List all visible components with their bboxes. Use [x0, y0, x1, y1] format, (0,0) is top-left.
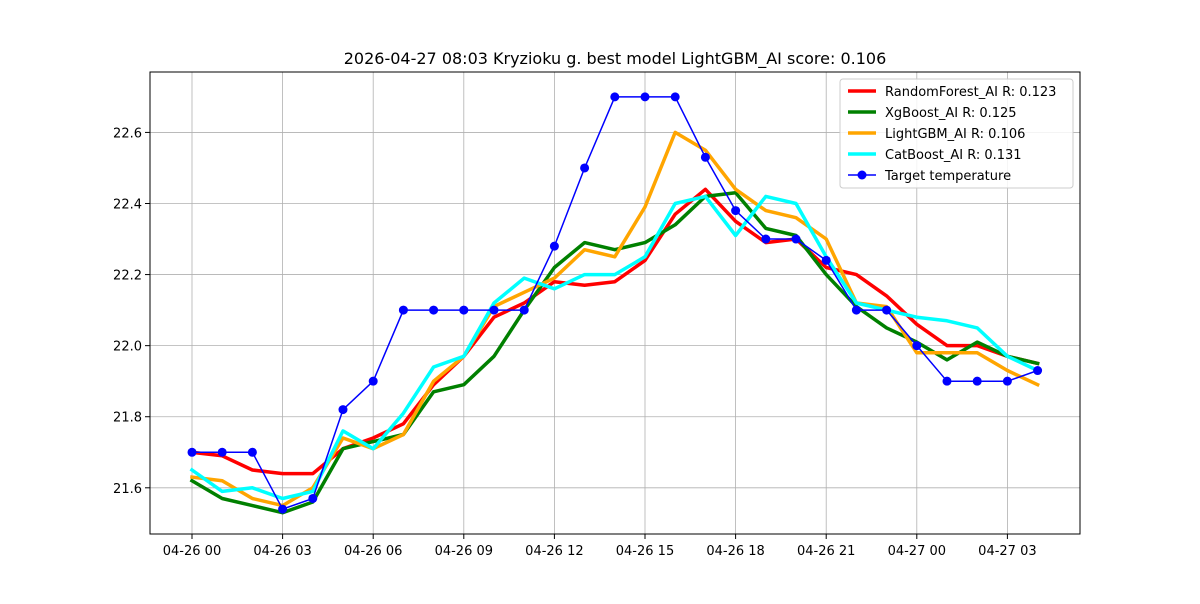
data-point — [882, 305, 892, 315]
axis-layer: 04-26 00 04-26 03 04-26 06 04-26 09 04-26 12… — [113, 126, 1037, 559]
y-tick-label: 22.4 — [113, 197, 142, 212]
data-point — [791, 234, 801, 244]
x-tick-label: 04-26 15 — [616, 544, 674, 559]
data-point — [278, 504, 288, 514]
data-point — [821, 255, 831, 265]
legend-entry: Target temperature — [884, 169, 1011, 184]
data-point — [368, 376, 378, 386]
x-tick-label: 04-26 06 — [344, 544, 402, 559]
x-tick-label: 04-27 00 — [888, 544, 946, 559]
legend-entry: CatBoost_AI R: 0.131 — [885, 148, 1022, 163]
y-tick-label: 22.6 — [113, 126, 142, 141]
data-point — [670, 92, 680, 102]
data-point — [700, 152, 710, 162]
legend-frame — [839, 78, 1074, 189]
legend-entry: XgBoost_AI R: 0.125 — [885, 106, 1017, 121]
data-point — [247, 447, 257, 457]
data-point — [489, 305, 499, 315]
x-tick-label: 04-26 09 — [435, 544, 493, 559]
x-tick-label: 04-26 12 — [525, 544, 583, 559]
series-layer — [187, 92, 1043, 515]
y-tick-label: 21.6 — [113, 482, 142, 497]
y-tick-label: 22.2 — [113, 269, 142, 284]
x-tick-label: 04-26 18 — [706, 544, 764, 559]
legend-marker — [857, 170, 867, 180]
plot-frame — [149, 71, 1081, 535]
data-point — [459, 305, 469, 315]
legend: RandomForest_AI R: 0.123 XgBoost_AI R: 0.… — [839, 78, 1074, 189]
x-tick-label: 04-26 03 — [253, 544, 311, 559]
data-point — [519, 305, 529, 315]
data-point — [580, 163, 590, 173]
series-line-catboost-ai — [189, 194, 1040, 501]
y-tick-label: 21.8 — [113, 411, 142, 426]
y-tick-label: 22.0 — [113, 340, 142, 355]
data-point — [398, 305, 408, 315]
data-point — [308, 493, 318, 503]
x-tick-label: 04-26 21 — [797, 544, 855, 559]
x-tick-label: 04-27 03 — [978, 544, 1036, 559]
data-point — [217, 447, 227, 457]
chart-title: 2026-04-27 08:03 Kryzioku g. best model … — [344, 49, 887, 69]
data-point — [338, 405, 348, 415]
data-point — [942, 376, 952, 386]
data-point — [1002, 376, 1012, 386]
series-line-xgboost-ai — [189, 191, 1040, 515]
legend-entry: RandomForest_AI R: 0.123 — [885, 85, 1056, 100]
data-point — [851, 305, 861, 315]
data-point — [610, 92, 620, 102]
data-point — [731, 206, 741, 216]
data-point — [429, 305, 439, 315]
data-point — [912, 341, 922, 351]
data-point — [187, 447, 197, 457]
data-point — [549, 241, 559, 251]
x-tick-label: 04-26 00 — [163, 544, 221, 559]
data-point — [640, 92, 650, 102]
data-point — [972, 376, 982, 386]
data-point — [761, 234, 771, 244]
data-point — [1033, 366, 1043, 376]
legend-entry: LightGBM_AI R: 0.106 — [885, 127, 1025, 142]
